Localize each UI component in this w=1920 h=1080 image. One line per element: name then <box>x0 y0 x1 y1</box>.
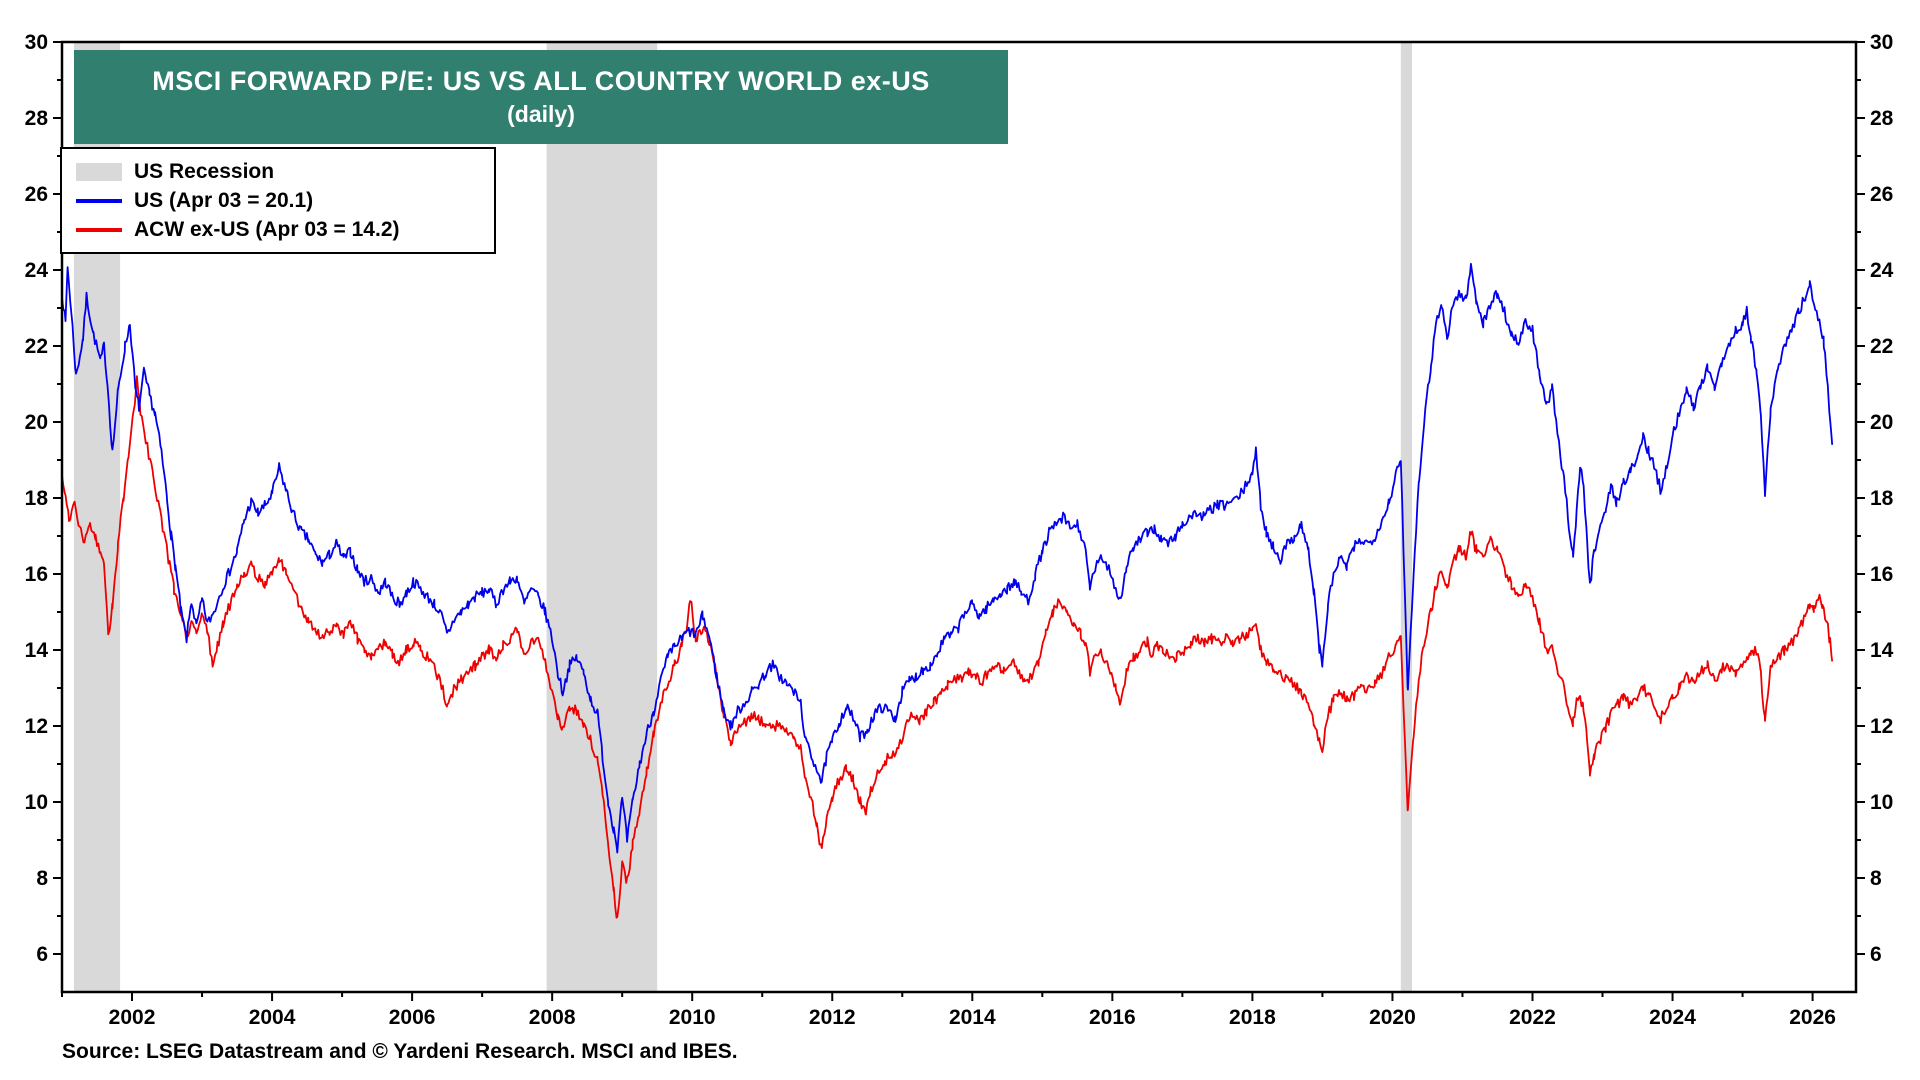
us-line-swatch <box>76 198 122 203</box>
legend: US Recession US (Apr 03 = 20.1) ACW ex-U… <box>60 147 496 254</box>
y-tick-label-left: 30 <box>25 31 48 54</box>
x-tick-label: 2002 <box>109 1006 156 1029</box>
x-tick-label: 2026 <box>1789 1006 1836 1029</box>
y-tick-label-left: 8 <box>36 867 48 890</box>
y-tick-label-right: 12 <box>1870 715 1893 738</box>
recession-band <box>1400 42 1412 992</box>
x-tick-label: 2010 <box>669 1006 716 1029</box>
x-tick-label: 2018 <box>1229 1006 1276 1029</box>
y-tick-label-left: 12 <box>25 715 48 738</box>
y-tick-label-left: 24 <box>25 259 49 282</box>
y-tick-label-left: 18 <box>25 487 49 510</box>
us-recession-band-swatch <box>76 162 122 181</box>
legend-label-us-recession: US Recession <box>134 159 275 183</box>
series-line-acw-ex-us <box>61 375 1834 919</box>
y-tick-label-right: 20 <box>1870 411 1893 434</box>
series-line-us <box>61 262 1834 854</box>
y-tick-label-right: 26 <box>1870 183 1893 206</box>
y-tick-label-right: 30 <box>1870 31 1893 54</box>
acw-ex-us-line-swatch <box>76 227 122 232</box>
y-tick-label-left: 10 <box>25 791 48 814</box>
x-tick-label: 2004 <box>249 1006 296 1029</box>
chart-subtitle: (daily) <box>507 101 575 127</box>
y-tick-label-right: 28 <box>1870 107 1894 130</box>
y-tick-label-left: 26 <box>25 183 48 206</box>
y-tick-label-left: 22 <box>25 335 48 358</box>
x-tick-label: 2006 <box>389 1006 436 1029</box>
x-tick-label: 2014 <box>949 1006 996 1029</box>
x-tick-label: 2024 <box>1649 1006 1696 1029</box>
y-tick-label-left: 6 <box>36 943 48 966</box>
y-tick-label-left: 16 <box>25 563 48 586</box>
legend-label-us: US (Apr 03 = 20.1) <box>134 188 314 212</box>
x-tick-label: 2008 <box>529 1006 576 1029</box>
title-box: MSCI FORWARD P/E: US VS ALL COUNTRY WORL… <box>74 50 1008 144</box>
source-attribution: Source: LSEG Datastream and © Yardeni Re… <box>62 1040 738 1063</box>
x-tick-label: 2020 <box>1369 1006 1416 1029</box>
y-tick-label-right: 6 <box>1870 943 1882 966</box>
y-tick-label-left: 28 <box>25 107 49 130</box>
y-tick-label-right: 14 <box>1870 639 1894 662</box>
legend-item-us: US (Apr 03 = 20.1) <box>76 186 480 215</box>
legend-label-acw-ex-us: ACW ex-US (Apr 03 = 14.2) <box>134 217 400 241</box>
y-tick-label-right: 10 <box>1870 791 1893 814</box>
x-tick-label: 2016 <box>1089 1006 1136 1029</box>
recession-band <box>546 42 658 992</box>
y-tick-label-left: 14 <box>25 639 49 662</box>
legend-item-acw-ex-us: ACW ex-US (Apr 03 = 14.2) <box>76 215 480 244</box>
x-tick-label: 2022 <box>1509 1006 1556 1029</box>
legend-item-us-recession: US Recession <box>76 157 480 186</box>
y-tick-label-right: 8 <box>1870 867 1882 890</box>
y-tick-label-right: 22 <box>1870 335 1893 358</box>
y-tick-label-right: 18 <box>1870 487 1894 510</box>
y-tick-label-right: 16 <box>1870 563 1893 586</box>
y-tick-label-left: 20 <box>25 411 48 434</box>
x-tick-label: 2012 <box>809 1006 856 1029</box>
y-tick-label-right: 24 <box>1870 259 1894 282</box>
chart-title: MSCI FORWARD P/E: US VS ALL COUNTRY WORL… <box>152 66 930 96</box>
plot-border <box>60 40 1858 994</box>
